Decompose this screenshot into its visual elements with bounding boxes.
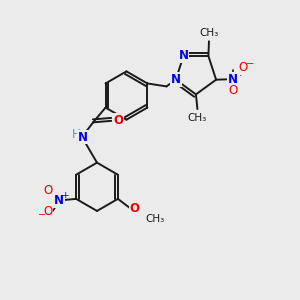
Text: N: N	[171, 73, 181, 86]
Text: −: −	[246, 59, 254, 69]
Text: O: O	[239, 61, 248, 74]
Text: N: N	[228, 73, 238, 85]
Text: N: N	[178, 50, 188, 62]
Text: CH₃: CH₃	[146, 214, 165, 224]
Text: H: H	[72, 128, 81, 141]
Text: CH₃: CH₃	[200, 28, 219, 38]
Text: O: O	[44, 184, 53, 196]
Text: −: −	[38, 210, 46, 220]
Text: N: N	[78, 130, 88, 143]
Text: CH₃: CH₃	[188, 112, 207, 123]
Text: O: O	[130, 202, 140, 215]
Text: N: N	[54, 194, 64, 207]
Text: O: O	[44, 205, 53, 218]
Text: +: +	[61, 190, 69, 200]
Text: O: O	[229, 84, 238, 97]
Text: O: O	[113, 114, 123, 127]
Text: +: +	[236, 69, 243, 78]
